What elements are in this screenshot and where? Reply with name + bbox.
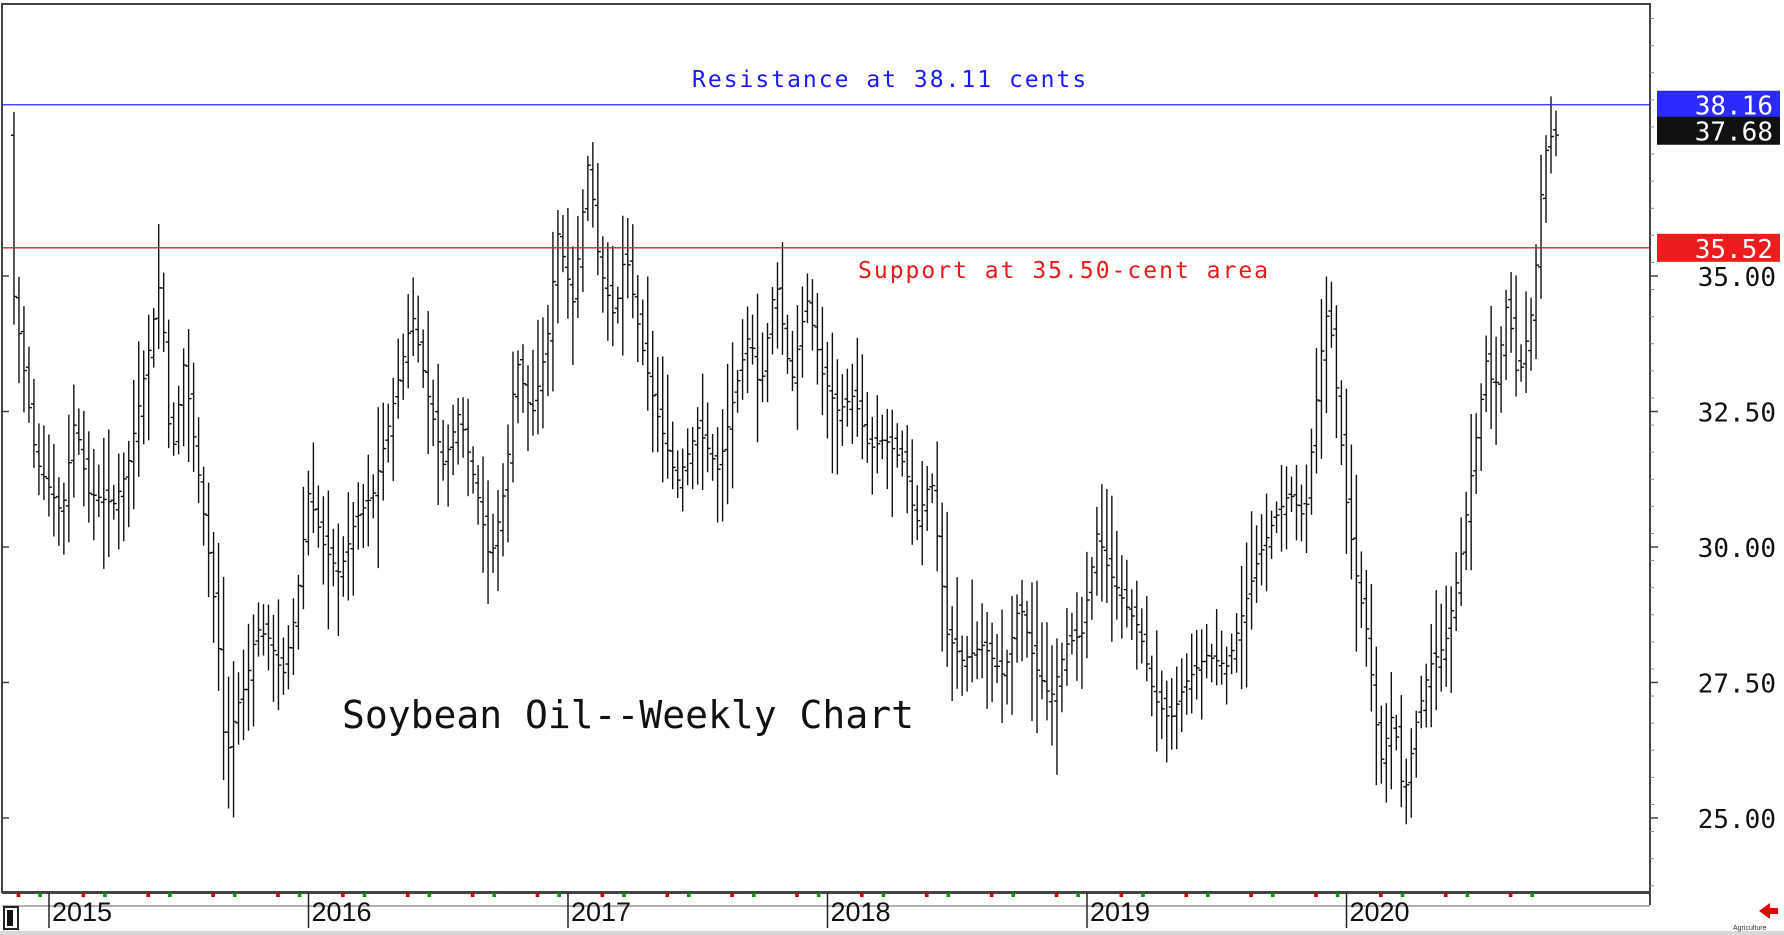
axis-strip-segment (924, 893, 929, 897)
axis-strip-segment (211, 893, 215, 897)
axis-strip-segment (1141, 893, 1145, 897)
axis-strip-segment (1335, 893, 1340, 897)
axis-ticks: 25.00 27.50 30.00 32.50 35.00 2015 2016 2017 201… (2, 18, 1776, 928)
axis-strip-segment (341, 893, 345, 897)
chart-title: Soybean Oil--Weekly Chart (342, 693, 914, 737)
x-tick-label: 2015 (52, 897, 112, 927)
axis-strip-segment (492, 893, 497, 897)
axis-strip-segment (1076, 893, 1080, 897)
y-tick-label: 35.00 (1698, 263, 1776, 293)
level-price-box (1657, 233, 1780, 262)
axis-strip-segment (1119, 893, 1124, 897)
x-tick-label: 2016 (312, 897, 372, 927)
axis-strip-segment (232, 893, 237, 897)
axis-strip-segment (405, 893, 410, 897)
axis-strip-segment (1011, 893, 1016, 897)
x-tick-label: 2020 (1350, 897, 1410, 927)
axis-strip-segment (751, 893, 756, 897)
axis-strip-segment (427, 893, 432, 897)
resistance-annotation: Resistance at 38.11 cents (692, 67, 1088, 93)
axis-strip-segment (16, 893, 21, 897)
axis-strip-segment (1184, 893, 1189, 897)
axis-strip-segment (1400, 893, 1405, 897)
axis-strip-segment (816, 893, 821, 897)
level-price-label: 37.68 (1695, 118, 1773, 148)
axis-strip-segment (1270, 893, 1275, 897)
axis-strip-segment (557, 893, 561, 897)
axis-strip-segment (297, 893, 302, 897)
axis-strip-segment (989, 893, 994, 897)
axis-strip-segment (276, 893, 280, 897)
axis-strip-segment (1054, 893, 1059, 897)
y-tick-label: 32.50 (1698, 399, 1776, 429)
axis-strip-segment (168, 893, 172, 897)
axis-strip-segment (1443, 893, 1448, 897)
axis-strip-segment (687, 893, 691, 897)
level-price-label: 35.52 (1695, 235, 1773, 265)
level-price-box (1657, 90, 1780, 119)
axis-strip-segment (1379, 893, 1383, 897)
axis-strip-segment (622, 893, 626, 897)
axis-strip-segment (795, 893, 799, 897)
axis-strip-segment (362, 893, 367, 897)
back-arrow-icon[interactable] (1759, 903, 1778, 919)
axis-strip-segment (1508, 893, 1513, 897)
axis-strip-segment (946, 893, 951, 897)
axis-strip-segment (600, 893, 605, 897)
price-bars (10, 96, 1559, 825)
axis-strip-segment (1249, 893, 1253, 897)
axis-strip-segment (470, 893, 475, 897)
axis-strip-segment (1530, 893, 1535, 897)
axis-strip-segment (146, 893, 151, 897)
axis-strip-segment (38, 893, 42, 897)
y-tick-label: 30.00 (1698, 534, 1776, 564)
axis-strip-segment (730, 893, 734, 897)
axis-color-strip (16, 893, 1535, 897)
axis-strip-segment (860, 893, 864, 897)
axis-strip-segment (1206, 893, 1210, 897)
x-tick-label: 2017 (571, 897, 631, 927)
level-price-label: 38.16 (1695, 92, 1773, 122)
axis-strip-segment (1314, 893, 1318, 897)
x-tick-label: 2019 (1090, 897, 1150, 927)
credit-text: Agriculture (1733, 925, 1767, 932)
x-tick-label: 2018 (831, 897, 891, 927)
axis-strip-segment (81, 893, 86, 897)
y-tick-label: 27.50 (1698, 670, 1776, 700)
level-price-box (1657, 116, 1780, 145)
y-tick-label: 25.00 (1698, 805, 1776, 835)
axis-strip-segment (535, 893, 540, 897)
axis-strip-segment (881, 893, 886, 897)
axis-strip-segment (1465, 893, 1470, 897)
support-annotation: Support at 35.50-cent area (858, 258, 1270, 284)
axis-strip-segment (665, 893, 670, 897)
axis-strip-segment (103, 893, 107, 897)
